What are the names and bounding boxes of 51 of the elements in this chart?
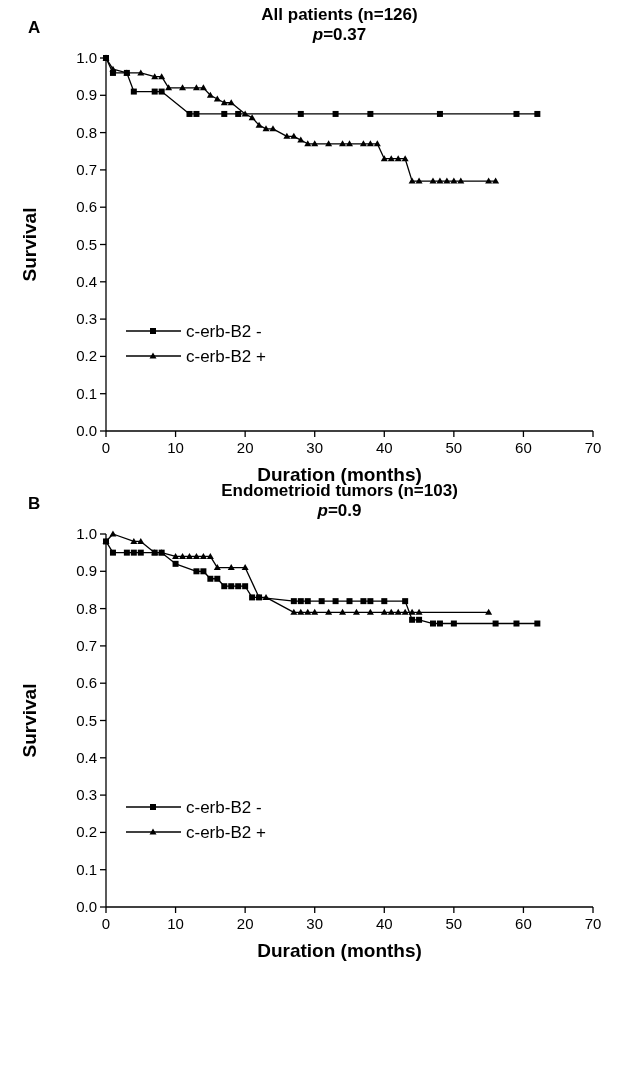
y-tick-label: 0.1 (76, 860, 97, 878)
x-tick-label: 70 (584, 915, 602, 932)
x-tick-label: 20 (236, 439, 254, 456)
x-tick-label: 20 (236, 915, 254, 932)
y-tick-label: 0.0 (76, 422, 97, 439)
y-tick-label: 1.0 (76, 525, 97, 542)
y-tick-label: 0.1 (76, 384, 97, 402)
x-tick-label: 50 (445, 915, 463, 932)
x-tick-label: 0 (101, 439, 111, 456)
y-axis-title: Survival (19, 683, 40, 758)
x-tick-label: 50 (445, 439, 463, 456)
chart-title: All patients (n=126) (261, 5, 418, 24)
y-tick-label: 0.3 (76, 310, 97, 328)
y-tick-label: 0.5 (76, 711, 97, 729)
y-tick-label: 0.6 (76, 674, 97, 692)
x-tick-label: 10 (167, 915, 184, 932)
y-tick-label: 0.2 (76, 347, 97, 365)
legend-label: c-erb-B2 - (186, 322, 262, 341)
y-tick-label: 0.7 (76, 636, 97, 654)
y-tick-label: 0.3 (76, 786, 97, 804)
x-tick-label: 30 (306, 439, 324, 456)
y-tick-label: 0.0 (76, 898, 97, 915)
legend-label: c-erb-B2 + (186, 823, 266, 842)
y-tick-label: 1.0 (76, 49, 97, 66)
x-axis-title: Duration (months) (257, 940, 422, 961)
y-tick-label: 0.4 (76, 272, 97, 290)
x-tick-label: 40 (375, 439, 393, 456)
x-axis-title: Duration (months) (257, 464, 422, 485)
x-tick-label: 0 (101, 915, 111, 932)
x-tick-label: 30 (306, 915, 324, 932)
y-tick-label: 0.5 (76, 235, 97, 253)
y-tick-label: 0.9 (76, 562, 97, 580)
chart-subtitle: p=0.9 (316, 501, 362, 520)
y-tick-label: 0.2 (76, 823, 97, 841)
x-tick-label: 60 (515, 915, 532, 932)
y-tick-label: 0.8 (76, 123, 97, 141)
legend-label: c-erb-B2 - (186, 798, 262, 817)
x-tick-label: 70 (584, 439, 602, 456)
y-tick-label: 0.6 (76, 198, 97, 216)
x-tick-label: 10 (167, 439, 184, 456)
y-tick-label: 0.7 (76, 160, 97, 178)
y-axis-title: Survival (19, 207, 40, 282)
x-tick-label: 40 (375, 915, 393, 932)
text: B (28, 494, 41, 513)
y-tick-label: 0.9 (76, 86, 97, 104)
text: A (28, 18, 41, 37)
legend-label: c-erb-B2 + (186, 347, 266, 366)
chart-subtitle: p=0.37 (311, 25, 367, 44)
y-tick-label: 0.8 (76, 599, 97, 617)
y-tick-label: 0.4 (76, 748, 97, 766)
x-tick-label: 60 (515, 439, 532, 456)
